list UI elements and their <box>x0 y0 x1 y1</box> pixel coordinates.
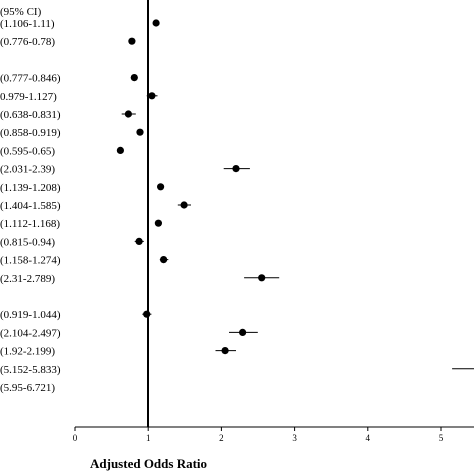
ci-label: (1.106-1.11) <box>0 18 55 30</box>
ci-label: (2.31-2.789) <box>0 273 55 285</box>
ci-label: (2.104-2.497) <box>0 327 61 339</box>
ci-label: (0.595-0.65) <box>0 145 55 157</box>
odds-ratio-point <box>232 165 240 173</box>
odds-ratio-point <box>135 237 143 245</box>
ci-label: (0.777-0.846) <box>0 73 61 85</box>
x-tick-label: 5 <box>439 433 444 443</box>
odds-ratio-point <box>128 37 136 45</box>
ci-label: (0.815-0.94) <box>0 236 55 248</box>
odds-ratio-point <box>152 19 160 27</box>
forest-rows: (1.106-1.11) (0.776-0.78) (0.777-0.846) 0.9… <box>0 18 474 394</box>
ci-label: (1.404-1.585) <box>0 200 61 212</box>
ci-label: (0.638-0.831) <box>0 109 61 121</box>
odds-ratio-point <box>116 146 124 154</box>
ci-label: (5.95-6.721) <box>0 382 55 394</box>
ci-label: (1.92-2.199) <box>0 346 55 358</box>
ci-label: (0.858-0.919) <box>0 127 61 139</box>
odds-ratio-point <box>180 201 188 209</box>
x-tick-label: 4 <box>366 433 371 443</box>
odds-ratio-point <box>239 328 247 336</box>
x-tick-label: 2 <box>219 433 224 443</box>
ci-label: (1.139-1.208) <box>0 182 61 194</box>
odds-ratio-point <box>143 310 151 318</box>
ci-label: 0.979-1.127) <box>0 91 57 103</box>
ci-label: (2.031-2.39) <box>0 164 55 176</box>
x-tick-label: 0 <box>73 433 78 443</box>
odds-ratio-point <box>258 274 266 282</box>
ci-label: (0.776-0.78) <box>0 36 55 48</box>
odds-ratio-point <box>221 347 229 355</box>
x-axis-ticks: 0 1 2 3 4 5 <box>73 427 444 443</box>
odds-ratio-point <box>124 110 132 118</box>
ci-label: (1.112-1.168) <box>0 218 60 230</box>
odds-ratio-point <box>154 219 162 227</box>
odds-ratio-point <box>130 74 138 82</box>
ci-label: (1.158-1.274) <box>0 255 61 267</box>
odds-ratio-point <box>136 128 144 136</box>
ci-label: (5.152-5.833) <box>0 364 61 376</box>
x-tick-label: 1 <box>146 433 151 443</box>
x-tick-label: 3 <box>292 433 297 443</box>
odds-ratio-point <box>160 256 168 264</box>
x-axis-label: Adjusted Odds Ratio <box>90 456 207 471</box>
odds-ratio-point <box>157 183 165 191</box>
odds-ratio-point <box>148 92 156 100</box>
ci-header-label: (95% CI) <box>0 6 42 18</box>
ci-label: (0.919-1.044) <box>0 309 61 321</box>
